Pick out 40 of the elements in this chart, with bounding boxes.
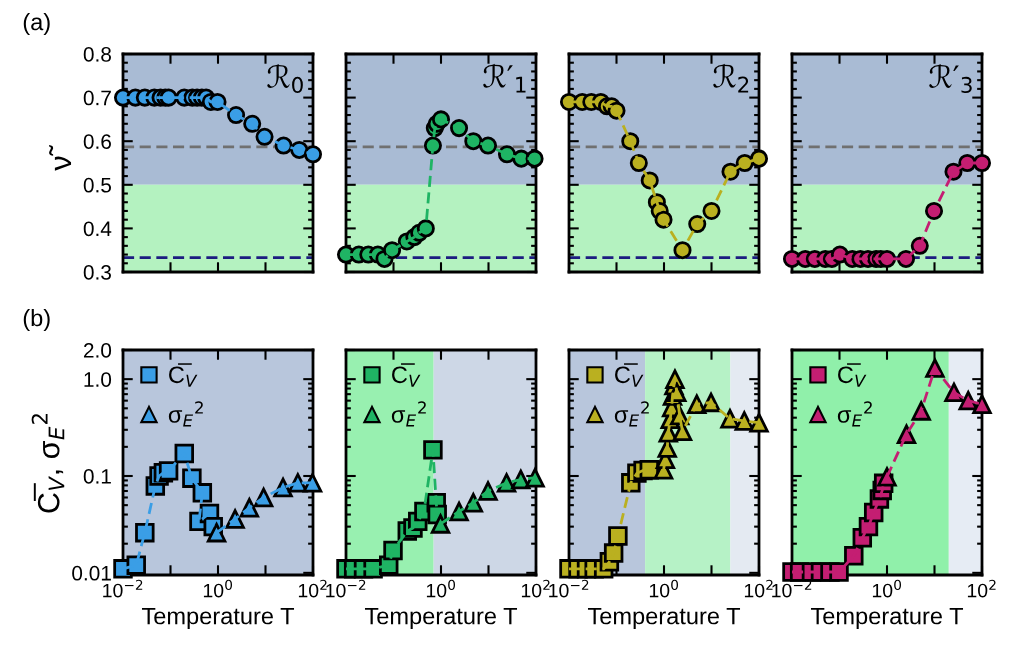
x-tick-label: 10$^{2}$ [967, 579, 996, 598]
x-axis-title: Temperature T [810, 607, 964, 630]
chart-title: ℛ$_{0}$ [267, 64, 303, 94]
y-tick-label: 0.3 [83, 265, 111, 280]
x-tick-label: 10$^{2}$ [298, 579, 327, 598]
x-tick-label: 10$^{2}$ [521, 579, 550, 598]
x-axis-title: Temperature T [587, 607, 741, 630]
x-tick-label: 10$^{−2}$ [326, 579, 366, 598]
legend-label: σ$_{E}$$^{2}$ [168, 401, 203, 427]
y-tick-label: 0.1 [83, 469, 111, 484]
y-tick-label: 0.8 [83, 47, 111, 62]
y-tick-label: 0.01 [72, 565, 111, 581]
y-tick-label: 0.4 [83, 221, 112, 237]
legend-label: C̅$_{V}$ [615, 363, 644, 387]
y-tick-label: 2.0 [83, 343, 112, 358]
legend-label: C̅$_{V}$ [392, 363, 421, 387]
y-tick-label: 1.0 [84, 372, 112, 387]
chart-title: ℛ′$_{3}$ [929, 64, 972, 94]
chart-title: ℛ′$_{1}$ [483, 63, 526, 93]
legend-label: C̅$_{V}$ [838, 363, 867, 387]
y-tick-label: 0.7 [83, 90, 111, 106]
text: (a) [23, 13, 50, 35]
x-axis-title: Temperature T [141, 607, 295, 630]
x-tick-label: 10$^{0}$ [203, 579, 233, 598]
x-axis-title: Temperature T [364, 607, 518, 630]
legend-label: σ$_{E}$$^{2}$ [614, 401, 649, 427]
x-tick-label: 10$^{−2}$ [549, 579, 589, 598]
chart-title: ℛ$_{2}$ [713, 63, 749, 93]
text: (b) [23, 308, 50, 331]
y-tick-label: 0.6 [83, 134, 111, 149]
x-tick-label: 10$^{0}$ [649, 579, 679, 598]
y-tick-label: 0.5 [83, 177, 112, 193]
legend-label: σ$_{E}$$^{2}$ [391, 401, 426, 427]
x-tick-label: 10$^{0}$ [872, 579, 902, 598]
x-tick-label: 10$^{2}$ [744, 579, 773, 598]
x-tick-label: 10$^{0}$ [426, 579, 456, 598]
legend-label: σ$_{E}$$^{2}$ [837, 401, 872, 427]
y-axis-title: ν̃ [49, 145, 72, 171]
legend-label: C̅$_{V}$ [169, 363, 198, 387]
y-axis-title: C̅$_{V}$, σ$_{E}$$^{2}$ [31, 414, 65, 513]
